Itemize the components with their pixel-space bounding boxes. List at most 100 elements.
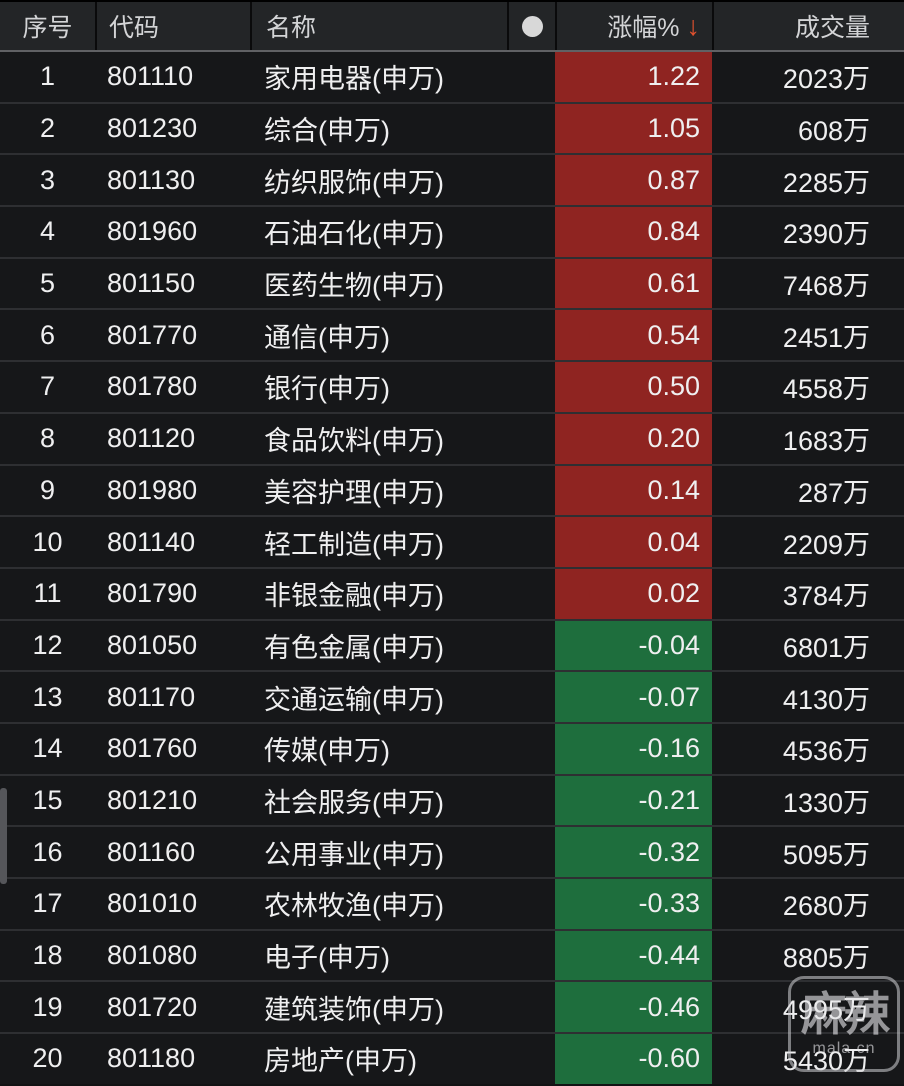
row-name: 综合(申万) (264, 116, 390, 147)
row-change-badge: -0.04 (555, 620, 712, 671)
header-change[interactable]: 涨幅% ↓ (555, 2, 712, 50)
table-row[interactable]: 9 801980 美容护理(申万) 0.14 287万 (0, 463, 904, 516)
row-name: 石油石化(申万) (264, 219, 444, 250)
row-change-badge: 1.05 (555, 103, 712, 154)
row-code: 801150 (107, 268, 196, 299)
row-dot-spacer (507, 569, 555, 619)
row-volume: 608万 (797, 116, 870, 147)
row-dot-spacer (507, 827, 555, 877)
header-code[interactable]: 代码 (95, 2, 250, 50)
table-row[interactable]: 8 801120 食品饮料(申万) 0.20 1683万 (0, 411, 904, 464)
row-code: 801980 (107, 474, 198, 505)
header-code-label: 代码 (109, 14, 160, 42)
row-volume: 4995万 (782, 994, 870, 1025)
row-code: 801080 (107, 940, 198, 971)
row-volume: 4130万 (782, 684, 870, 715)
table-row[interactable]: 20 801180 房地产(申万) -0.60 5430万 (0, 1032, 904, 1084)
scrollbar-thumb[interactable] (0, 788, 7, 884)
row-code: 801160 (107, 836, 196, 867)
row-dot-spacer (507, 466, 555, 516)
row-volume: 6801万 (782, 632, 870, 663)
row-change-badge: 1.22 (555, 52, 712, 102)
row-code: 801110 (107, 61, 194, 92)
row-seq: 17 (32, 888, 63, 919)
row-change-badge: -0.32 (555, 827, 712, 877)
table-row[interactable]: 5 801150 医药生物(申万) 0.61 7468万 (0, 256, 904, 309)
row-change-badge: -0.44 (555, 930, 712, 981)
row-code: 801790 (107, 578, 198, 609)
table-row[interactable]: 14 801760 传媒(申万) -0.16 4536万 (0, 721, 904, 774)
row-volume: 2451万 (782, 322, 870, 353)
row-name: 纺织服饰(申万) (264, 167, 444, 198)
row-volume: 2285万 (782, 167, 870, 198)
row-code: 801780 (107, 371, 198, 402)
row-seq: 5 (39, 268, 56, 299)
table-row[interactable]: 10 801140 轻工制造(申万) 0.04 2209万 (0, 515, 904, 567)
table-row[interactable]: 16 801160 公用事业(申万) -0.32 5095万 (0, 825, 904, 877)
header-volume[interactable]: 成交量 (712, 2, 904, 50)
table-row[interactable]: 12 801050 有色金属(申万) -0.04 6801万 (0, 618, 904, 671)
row-name: 美容护理(申万) (264, 477, 444, 508)
row-name: 电子(申万) (264, 943, 390, 974)
row-seq: 18 (32, 940, 63, 971)
row-code: 801760 (107, 733, 198, 764)
header-change-label: 涨幅% (607, 14, 680, 42)
row-name: 医药生物(申万) (264, 271, 444, 302)
table-row[interactable]: 11 801790 非银金融(申万) 0.02 3784万 (0, 566, 904, 619)
row-volume: 1683万 (782, 426, 870, 457)
row-seq: 10 (32, 526, 63, 557)
row-seq: 19 (32, 991, 63, 1022)
row-dot-spacer (507, 207, 555, 257)
table-row[interactable]: 1 801110 家用电器(申万) 1.22 2023万 (0, 50, 904, 102)
table-row[interactable]: 6 801770 通信(申万) 0.54 2451万 (0, 308, 904, 361)
row-seq: 16 (32, 836, 63, 867)
row-code: 801010 (107, 888, 198, 919)
row-volume: 2023万 (782, 64, 870, 95)
table-row[interactable]: 17 801010 农林牧渔(申万) -0.33 2680万 (0, 877, 904, 929)
row-dot-spacer (507, 362, 555, 412)
row-change-badge: 0.04 (555, 517, 712, 567)
row-dot-spacer (507, 155, 555, 205)
table-row[interactable]: 7 801780 银行(申万) 0.50 4558万 (0, 360, 904, 412)
row-change-badge: -0.46 (555, 982, 712, 1033)
header-seq[interactable]: 序号 (0, 2, 95, 50)
row-change-badge: -0.33 (555, 879, 712, 929)
table-row[interactable]: 13 801170 交通运输(申万) -0.07 4130万 (0, 670, 904, 722)
row-code: 801230 (107, 113, 198, 144)
table-row[interactable]: 15 801210 社会服务(申万) -0.21 1330万 (0, 773, 904, 826)
row-seq: 4 (39, 216, 56, 247)
header-name[interactable]: 名称 (250, 2, 507, 50)
row-volume: 5430万 (782, 1046, 870, 1077)
row-dot-spacer (507, 724, 555, 774)
table-row[interactable]: 2 801230 综合(申万) 1.05 608万 (0, 101, 904, 154)
row-change-badge: -0.16 (555, 723, 712, 774)
row-seq: 2 (39, 113, 56, 144)
row-seq: 13 (32, 681, 63, 712)
row-dot-spacer (507, 879, 555, 929)
row-code: 801130 (107, 164, 196, 195)
table-row[interactable]: 18 801080 电子(申万) -0.44 8805万 (0, 928, 904, 981)
row-change-badge: -0.07 (555, 672, 712, 722)
row-change-badge: 0.50 (555, 362, 712, 412)
table-row[interactable]: 19 801720 建筑装饰(申万) -0.46 4995万 (0, 980, 904, 1033)
row-change-badge: -0.60 (555, 1034, 712, 1084)
row-volume: 5095万 (782, 839, 870, 870)
row-name: 房地产(申万) (264, 1046, 417, 1077)
row-code: 801120 (107, 423, 196, 454)
header-dot-column[interactable] (507, 2, 555, 50)
table-body: 1 801110 家用电器(申万) 1.22 2023万 2 801230 综合… (0, 50, 904, 1084)
table-row[interactable]: 3 801130 纺织服饰(申万) 0.87 2285万 (0, 153, 904, 206)
row-name: 家用电器(申万) (264, 64, 444, 95)
row-seq: 15 (32, 784, 63, 815)
row-code: 801720 (107, 991, 198, 1022)
row-seq: 1 (39, 61, 56, 92)
row-code: 801180 (107, 1043, 196, 1074)
table-row[interactable]: 4 801960 石油石化(申万) 0.84 2390万 (0, 205, 904, 257)
header-name-label: 名称 (266, 14, 317, 42)
row-volume: 2680万 (782, 891, 870, 922)
row-seq: 9 (39, 474, 56, 505)
row-code: 801960 (107, 216, 198, 247)
row-dot-spacer (507, 517, 555, 567)
sort-descending-icon: ↓ (686, 10, 701, 41)
